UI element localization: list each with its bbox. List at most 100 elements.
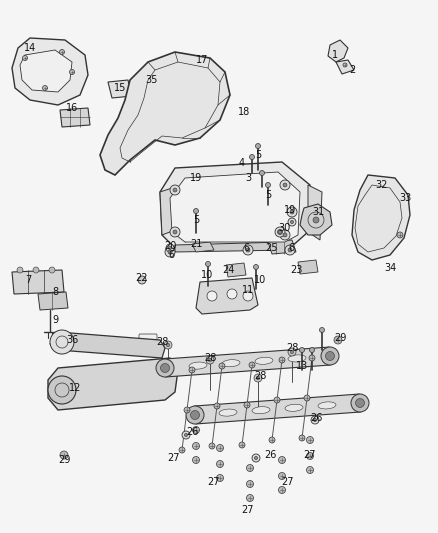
Polygon shape [192, 242, 214, 252]
Text: 6: 6 [243, 243, 249, 253]
Ellipse shape [131, 384, 153, 392]
Ellipse shape [318, 402, 336, 409]
Circle shape [246, 248, 250, 252]
Circle shape [48, 376, 76, 404]
Circle shape [173, 188, 177, 192]
Circle shape [60, 50, 64, 54]
Circle shape [184, 407, 190, 413]
Circle shape [309, 355, 315, 361]
Circle shape [70, 69, 74, 75]
Circle shape [192, 426, 199, 433]
Circle shape [166, 244, 174, 252]
Polygon shape [298, 260, 318, 274]
Circle shape [219, 363, 225, 369]
Circle shape [275, 227, 285, 237]
Circle shape [207, 291, 217, 301]
Circle shape [50, 330, 74, 354]
Polygon shape [175, 242, 290, 252]
Circle shape [168, 250, 172, 254]
Polygon shape [328, 40, 348, 62]
Text: 30: 30 [278, 223, 290, 233]
Text: 21: 21 [190, 239, 202, 249]
Polygon shape [108, 80, 132, 98]
Circle shape [247, 495, 254, 502]
Circle shape [247, 464, 254, 472]
Circle shape [189, 367, 195, 373]
Text: 22: 22 [136, 273, 148, 283]
Text: 28: 28 [156, 337, 168, 347]
Circle shape [239, 442, 245, 448]
Circle shape [209, 443, 215, 449]
Text: 23: 23 [290, 265, 302, 275]
Circle shape [179, 447, 185, 453]
Circle shape [285, 245, 295, 255]
Circle shape [17, 267, 23, 273]
Text: 9: 9 [52, 315, 58, 325]
Circle shape [311, 416, 319, 424]
Text: 29: 29 [58, 455, 70, 465]
Circle shape [307, 437, 314, 443]
Circle shape [192, 456, 199, 464]
Circle shape [321, 347, 339, 365]
Circle shape [170, 227, 180, 237]
Text: 36: 36 [66, 335, 78, 345]
Circle shape [173, 230, 177, 234]
Polygon shape [48, 358, 178, 410]
Polygon shape [50, 332, 165, 358]
Circle shape [269, 437, 275, 443]
Text: 28: 28 [254, 371, 266, 381]
Polygon shape [194, 394, 360, 424]
Circle shape [206, 356, 214, 364]
Circle shape [307, 453, 314, 459]
Text: 5: 5 [193, 215, 199, 225]
Circle shape [278, 230, 282, 234]
Polygon shape [38, 292, 68, 310]
Circle shape [33, 267, 39, 273]
Polygon shape [12, 38, 88, 105]
Text: 4: 4 [239, 158, 245, 168]
Text: 19: 19 [284, 205, 296, 215]
Polygon shape [308, 185, 322, 240]
Circle shape [290, 221, 293, 224]
Polygon shape [20, 50, 72, 92]
Ellipse shape [100, 384, 122, 392]
Text: 28: 28 [286, 343, 298, 353]
Circle shape [287, 207, 297, 217]
Circle shape [279, 456, 286, 464]
Polygon shape [300, 204, 332, 235]
Text: 17: 17 [196, 55, 208, 65]
Circle shape [255, 143, 261, 149]
Circle shape [49, 267, 55, 273]
Circle shape [252, 454, 260, 462]
Circle shape [216, 445, 223, 451]
Circle shape [249, 362, 255, 368]
Ellipse shape [69, 384, 92, 392]
Polygon shape [352, 175, 410, 260]
Circle shape [191, 410, 199, 419]
Circle shape [300, 348, 304, 352]
Text: 27: 27 [168, 453, 180, 463]
Circle shape [299, 435, 305, 441]
Text: 34: 34 [384, 263, 396, 273]
Circle shape [60, 451, 68, 459]
Circle shape [250, 155, 254, 159]
Text: 7: 7 [25, 275, 31, 285]
Circle shape [156, 359, 174, 377]
Circle shape [243, 291, 253, 301]
Polygon shape [226, 263, 246, 277]
Text: 1: 1 [332, 50, 338, 60]
Ellipse shape [219, 409, 237, 416]
Circle shape [288, 218, 296, 226]
Polygon shape [160, 162, 310, 248]
Circle shape [397, 232, 403, 238]
Text: 14: 14 [24, 43, 36, 53]
Circle shape [313, 217, 319, 223]
Polygon shape [100, 52, 230, 175]
Circle shape [319, 327, 325, 333]
Text: 24: 24 [222, 265, 234, 275]
Circle shape [256, 376, 260, 380]
Polygon shape [336, 60, 354, 74]
Text: 33: 33 [399, 193, 411, 203]
Circle shape [166, 343, 170, 347]
Circle shape [243, 245, 253, 255]
